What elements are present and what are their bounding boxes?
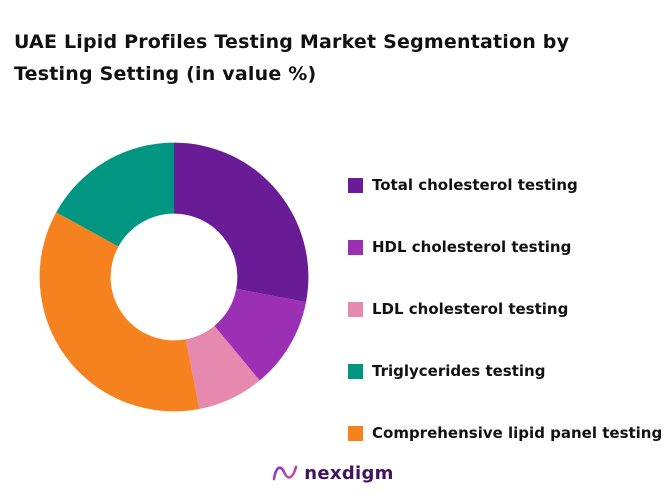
brand-footer: nexdigm	[0, 462, 666, 484]
donut-chart	[30, 133, 318, 421]
legend-item-triglycerides[interactable]: Triglycerides testing	[348, 362, 660, 380]
legend-swatch	[348, 301, 363, 317]
legend-label: LDL cholesterol testing	[372, 300, 569, 318]
legend-label: Triglycerides testing	[372, 362, 546, 380]
legend-item-hdl-cholesterol[interactable]: HDL cholesterol testing	[348, 238, 660, 256]
donut-slice-1[interactable]	[214, 288, 307, 381]
legend-item-total-cholesterol[interactable]: Total cholesterol testing	[348, 176, 660, 194]
donut-slice-0[interactable]	[174, 142, 309, 303]
nexdigm-wave-logo-icon	[272, 465, 298, 481]
legend-label: Comprehensive lipid panel testing	[372, 424, 663, 442]
legend-swatch	[348, 239, 363, 255]
donut-slice-4[interactable]	[56, 142, 174, 247]
donut-slice-2[interactable]	[185, 325, 260, 410]
legend-label: Total cholesterol testing	[372, 176, 578, 194]
brand-name: nexdigm	[304, 462, 394, 484]
legend-label: HDL cholesterol testing	[372, 238, 572, 256]
chart-legend: Total cholesterol testing HDL cholestero…	[348, 176, 663, 442]
legend-swatch	[348, 363, 363, 379]
donut-slice-3[interactable]	[39, 212, 200, 412]
donut-chart-svg	[39, 142, 309, 412]
legend-swatch	[348, 425, 363, 441]
legend-item-ldl-cholesterol[interactable]: LDL cholesterol testing	[348, 300, 660, 318]
legend-item-comprehensive-lipid-panel[interactable]: Comprehensive lipid panel testing	[348, 424, 663, 442]
chart-title: UAE Lipid Profiles Testing Market Segmen…	[14, 31, 570, 85]
legend-swatch	[348, 177, 363, 193]
